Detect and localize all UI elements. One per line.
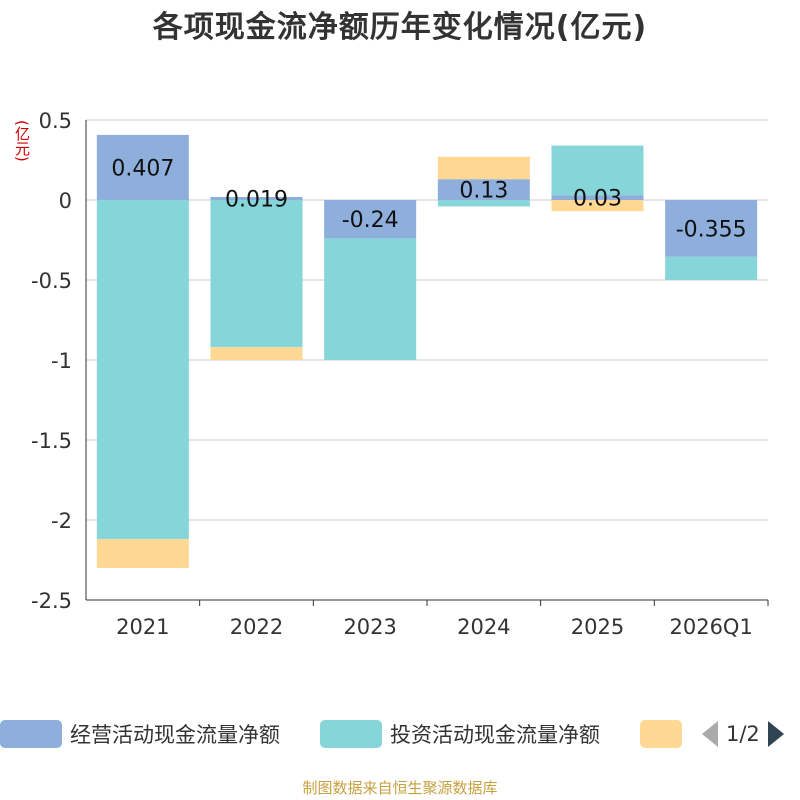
x-tick-label: 2021 xyxy=(116,615,169,639)
y-tick-label: -1.5 xyxy=(31,429,72,453)
bar-series-1-2024 xyxy=(437,200,530,207)
bar-series-1-2026Q1 xyxy=(665,256,758,280)
bar-series-1-2022 xyxy=(210,200,303,348)
y-tick-label: 0 xyxy=(59,189,72,213)
y-tick-label: 0.5 xyxy=(39,109,72,133)
bar-series-0-2023 xyxy=(324,200,417,239)
bar-series-0-2022 xyxy=(210,196,303,200)
x-tick-label: 2026Q1 xyxy=(669,615,752,639)
data-label: 0.407 xyxy=(111,156,174,181)
bar-series-1-2025 xyxy=(551,145,644,196)
x-tick-label: 2023 xyxy=(343,615,396,639)
legend-swatch-financing xyxy=(640,720,682,748)
chart: 0.5 0 -0.5 -1 -1.5 -2 -2.5 2021 0.407 2022 0.019 20… xyxy=(31,109,769,639)
chart-title: 各项现金流净额历年变化情况(亿元) xyxy=(152,10,648,45)
legend-prev-icon[interactable] xyxy=(700,719,720,749)
data-label: -0.355 xyxy=(676,217,747,242)
data-label: 0.019 xyxy=(225,187,288,212)
bar-series-1-2023 xyxy=(324,238,417,360)
x-tick-label: 2022 xyxy=(230,615,283,639)
bar-series-2-2022 xyxy=(210,347,303,360)
y-tick-label: -2 xyxy=(51,509,72,533)
legend-page-indicator: 1/2 xyxy=(726,722,760,746)
bar-series-2-2025 xyxy=(551,200,644,212)
bar-series-0-2025 xyxy=(551,195,644,200)
bar-series-0-2026Q1 xyxy=(665,200,758,257)
bar-series-2-2021 xyxy=(96,539,189,568)
bar-series-1-2021 xyxy=(96,200,189,540)
legend-label-operating: 经营活动现金流量净额 xyxy=(70,723,280,747)
bar-series-0-2021 xyxy=(96,134,189,200)
legend-swatch-operating xyxy=(0,720,62,748)
data-label: -0.24 xyxy=(342,208,399,233)
legend: 经营活动现金流量净额 投资活动现金流量净额 1/2 xyxy=(0,716,800,752)
source-footer: 制图数据来自恒生聚源数据库 xyxy=(302,779,498,797)
legend-item-investing[interactable]: 投资活动现金流量净额 xyxy=(320,716,600,752)
y-tick-label: -0.5 xyxy=(31,269,72,293)
legend-pager: 1/2 xyxy=(700,716,786,752)
data-label: 0.03 xyxy=(573,187,622,212)
legend-item-financing[interactable] xyxy=(640,716,690,752)
legend-item-operating[interactable]: 经营活动现金流量净额 xyxy=(0,716,280,752)
legend-swatch-investing xyxy=(320,720,382,748)
legend-next-icon[interactable] xyxy=(766,719,786,749)
x-tick-label: 2024 xyxy=(457,615,510,639)
y-tick-label: -1 xyxy=(51,349,72,373)
y-axis-unit: (亿元) xyxy=(13,120,31,162)
bar-series-2-2024 xyxy=(437,156,530,180)
legend-label-investing: 投资活动现金流量净额 xyxy=(390,723,600,747)
y-tick-label: -2.5 xyxy=(31,589,72,613)
x-tick-label: 2025 xyxy=(571,615,624,639)
data-label: 0.13 xyxy=(459,179,508,204)
bar-series-0-2024 xyxy=(437,179,530,200)
